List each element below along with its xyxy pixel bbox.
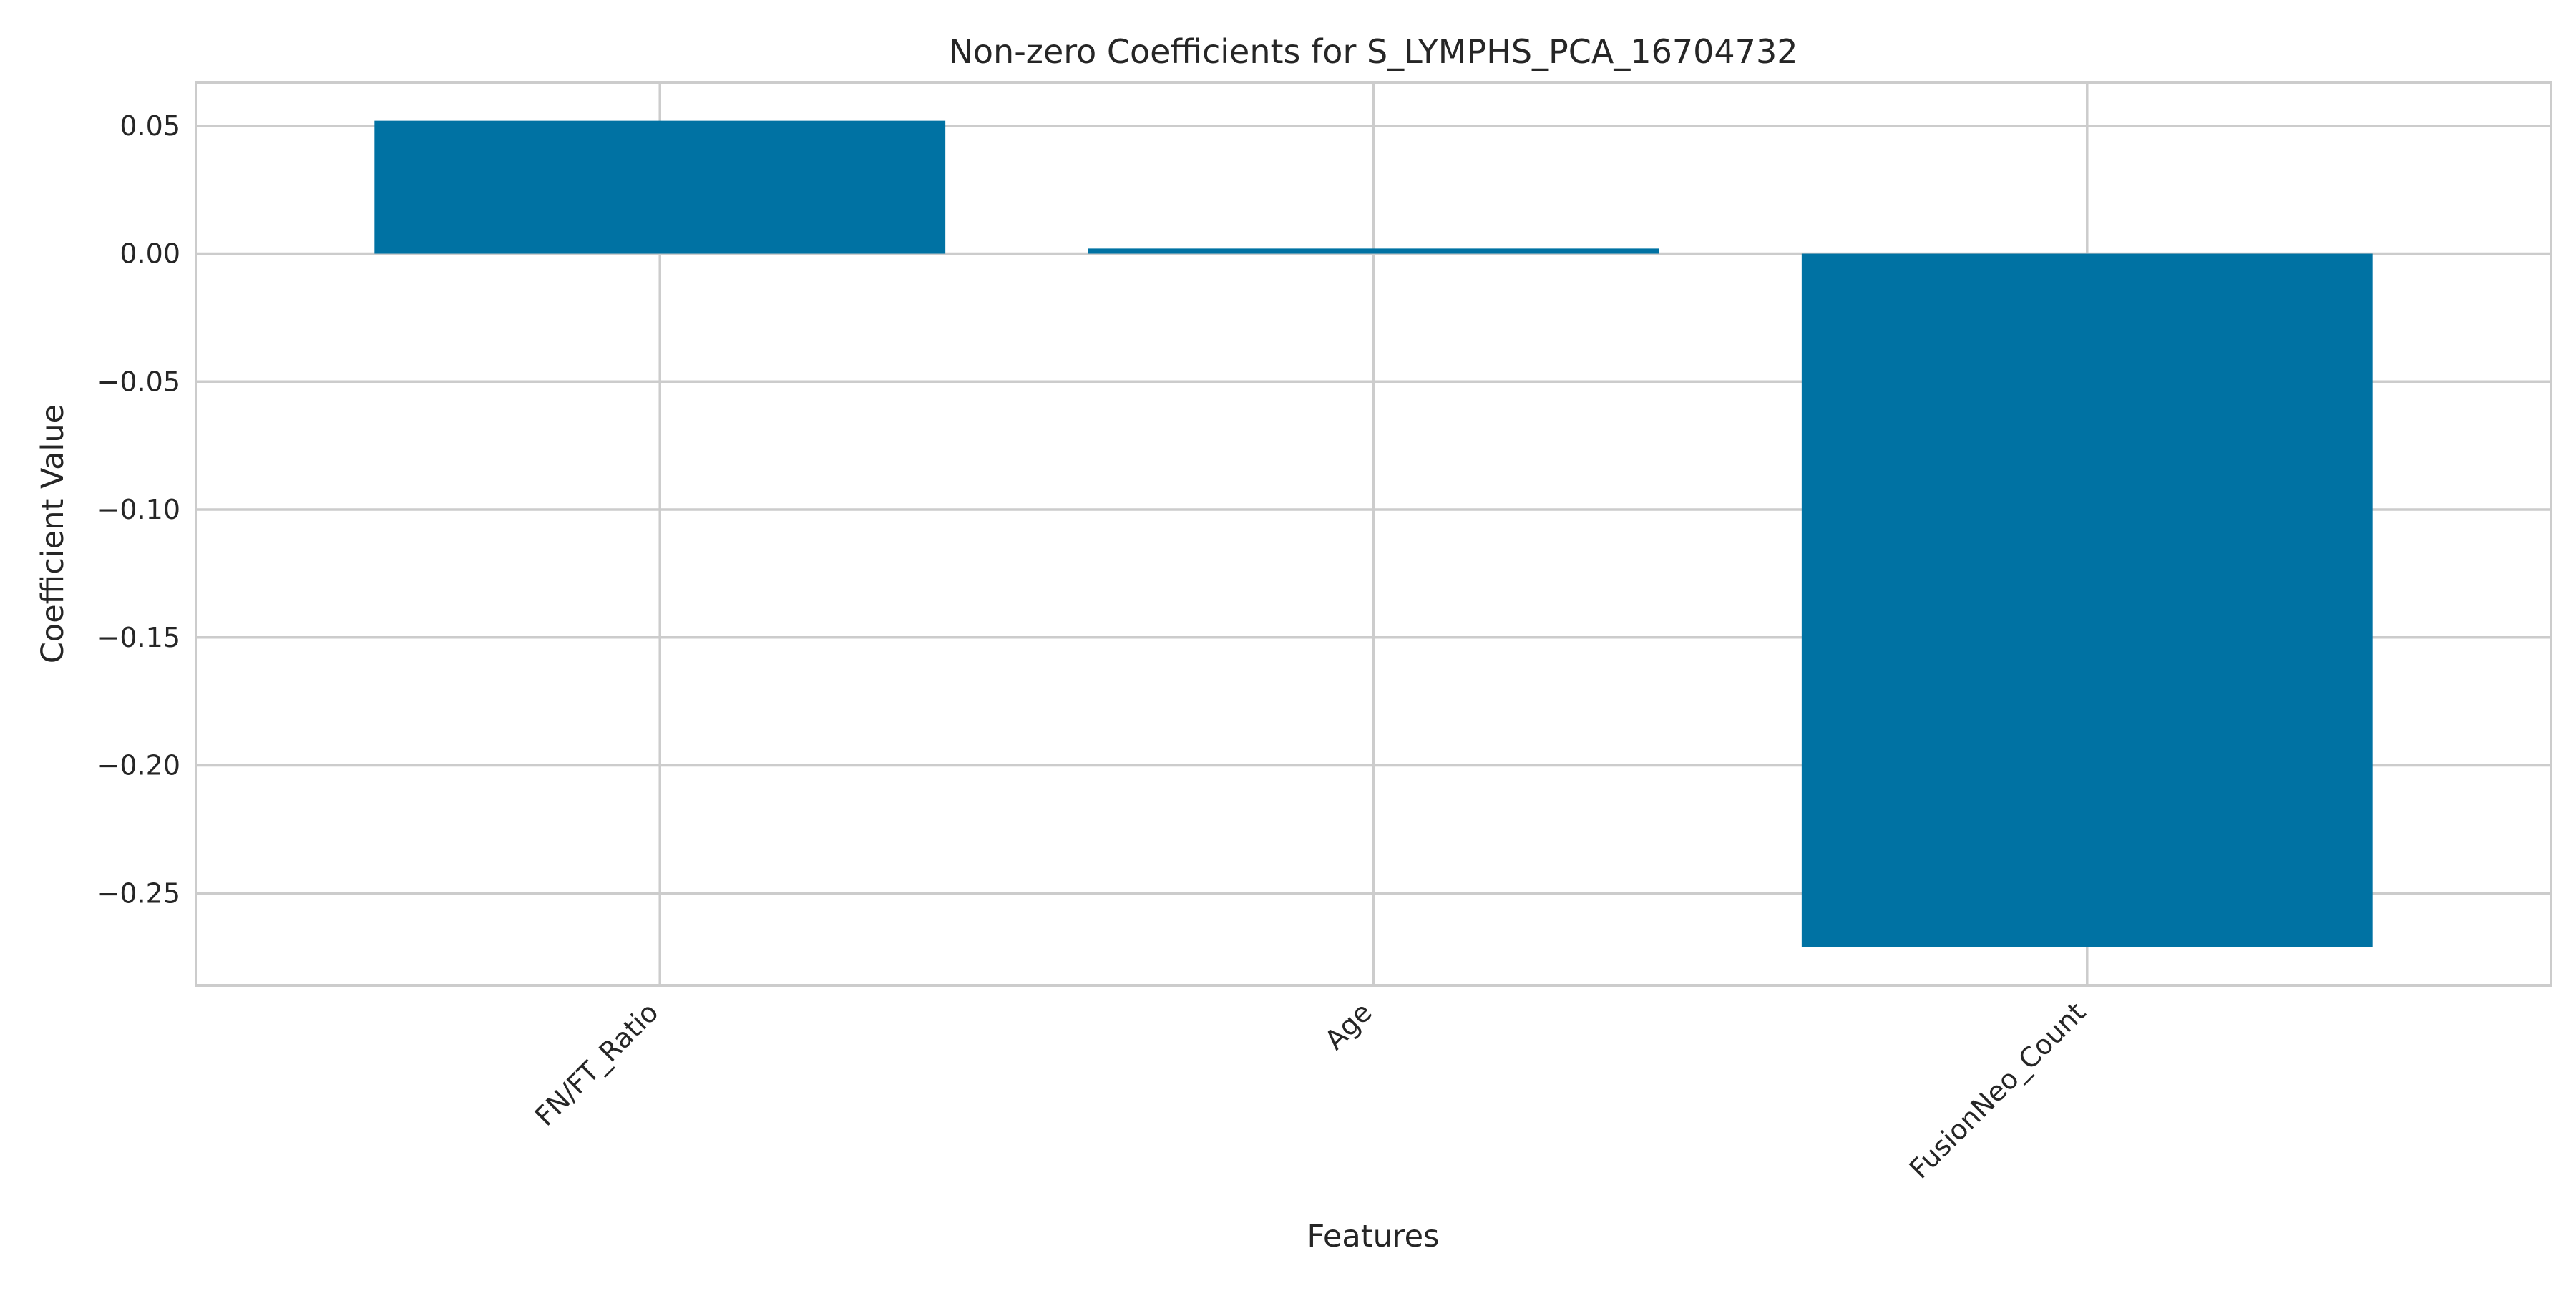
x-tick-label: FN/FT_Ratio xyxy=(529,996,665,1132)
bars xyxy=(374,120,2373,947)
x-axis-label: Features xyxy=(1307,1219,1440,1255)
y-tick-label: 0.00 xyxy=(119,238,180,270)
y-tick-label: −0.15 xyxy=(97,622,180,653)
bar-age xyxy=(1088,248,1659,254)
bar-fusionneo-count xyxy=(1801,253,2373,947)
bar-fn-ft-ratio xyxy=(374,120,946,254)
x-tick-label: Age xyxy=(1319,996,1378,1056)
y-tick-label: −0.20 xyxy=(97,750,180,781)
x-tick-label: FusionNeo_Count xyxy=(1903,996,2092,1184)
chart-title: Non-zero Coefficients for S_LYMPHS_PCA_1… xyxy=(949,32,1798,71)
y-tick-label: −0.25 xyxy=(97,877,180,909)
y-tick-labels: 0.05 0.00 −0.05 −0.10 −0.15 −0.20 −0.25 xyxy=(97,110,180,910)
y-axis-label: Coefficient Value xyxy=(35,404,71,663)
x-tick-labels: FN/FT_Ratio Age FusionNeo_Count xyxy=(529,996,2092,1184)
y-tick-label: 0.05 xyxy=(119,110,180,142)
y-tick-label: −0.10 xyxy=(97,494,180,525)
y-tick-label: −0.05 xyxy=(97,366,180,397)
plot-frame xyxy=(195,81,2552,987)
